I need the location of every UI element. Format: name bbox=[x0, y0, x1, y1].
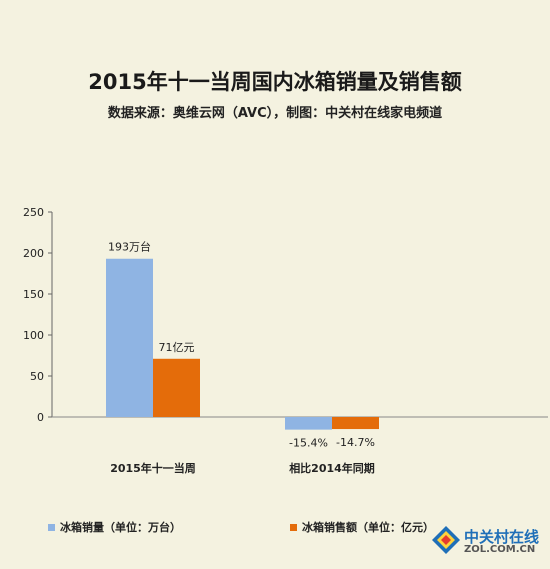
legend-label-sales-volume: 冰箱销量（单位：万台） bbox=[60, 521, 181, 534]
y-tick-label: 0 bbox=[37, 411, 44, 424]
zol-logo-icon bbox=[432, 526, 460, 554]
y-tick-label: 50 bbox=[30, 370, 44, 383]
data-label: 71亿元 bbox=[159, 341, 195, 354]
x-category-label: 相比2014年同期 bbox=[289, 461, 375, 475]
y-tick-label: 200 bbox=[23, 247, 44, 260]
bar-series1-cat1 bbox=[332, 417, 379, 430]
chart-title: 2015年十一当周国内冰箱销量及销售额 bbox=[88, 70, 462, 94]
legend-swatch-sales-revenue bbox=[290, 523, 297, 531]
data-label: 193万台 bbox=[108, 240, 151, 254]
logo-text: 中关村在线 bbox=[464, 528, 540, 546]
legend-item-sales-volume: 冰箱销量（单位：万台） bbox=[48, 519, 181, 535]
zol-logo: 中关村在线 ZOL.COM.CN bbox=[430, 522, 548, 562]
legend-item-sales-revenue: 冰箱销售额（单位：亿元） bbox=[290, 519, 434, 535]
y-tick-label: 100 bbox=[23, 329, 44, 342]
data-label: -15.4% bbox=[289, 437, 328, 450]
bar-series0-cat1 bbox=[285, 417, 332, 430]
y-tick-label: 250 bbox=[23, 206, 44, 219]
bar-series0-cat0 bbox=[106, 258, 153, 417]
chart-subtitle: 数据来源：奥维云网（AVC），制图：中关村在线家电频道 bbox=[107, 106, 443, 121]
y-tick-label: 150 bbox=[23, 288, 44, 301]
logo-url: ZOL.COM.CN bbox=[464, 544, 536, 555]
legend-label-sales-revenue: 冰箱销售额（单位：亿元） bbox=[302, 521, 434, 534]
data-label: -14.7% bbox=[336, 436, 375, 449]
legend-swatch-sales-volume bbox=[48, 523, 55, 531]
x-category-label: 2015年十一当周 bbox=[110, 461, 196, 475]
bar-series1-cat0 bbox=[153, 358, 200, 417]
